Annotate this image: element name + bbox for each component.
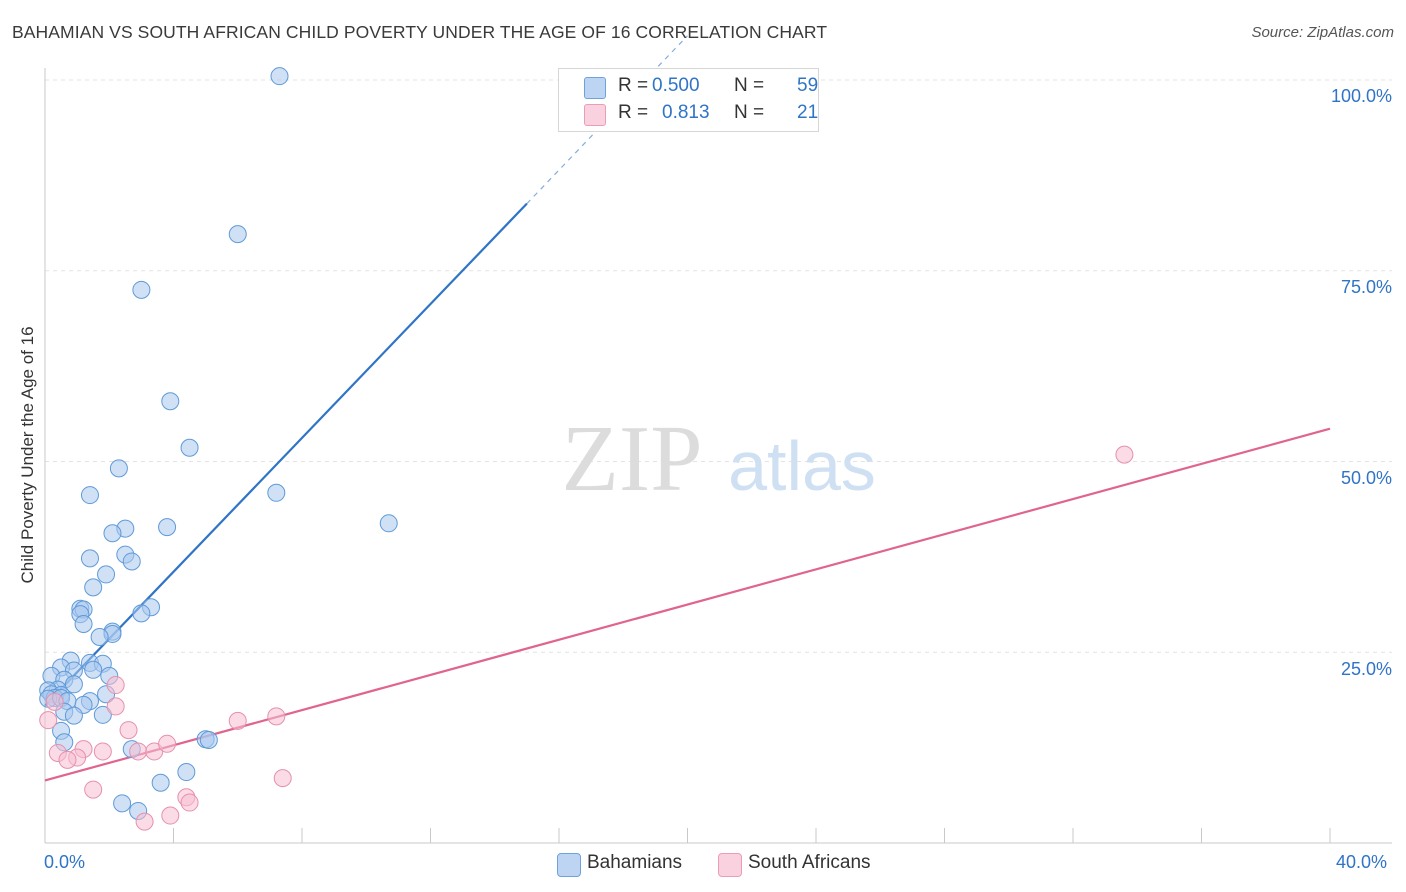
point-south-africans xyxy=(273,769,292,788)
point-bahamians xyxy=(80,549,99,568)
point-bahamians xyxy=(270,67,289,86)
y-tick-25: 25.0% xyxy=(1340,659,1392,679)
point-bahamians xyxy=(84,578,103,597)
point-bahamians xyxy=(97,565,116,584)
point-south-africans xyxy=(158,734,177,753)
point-bahamians xyxy=(64,675,83,694)
point-south-africans xyxy=(119,721,138,740)
chart-title: BAHAMIAN VS SOUTH AFRICAN CHILD POVERTY … xyxy=(12,22,828,42)
point-bahamians xyxy=(180,438,199,457)
stats-legend: R = 0.500 N = 59 R = 0.813 N = 21 xyxy=(558,68,819,132)
point-south-africans xyxy=(135,812,154,831)
point-bahamians xyxy=(161,392,180,411)
source-label: Source: ZipAtlas.com xyxy=(1251,24,1394,41)
point-bahamians xyxy=(132,280,151,299)
watermark-zip: ZIP xyxy=(562,407,703,511)
y-tick-100: 100.0% xyxy=(1330,86,1392,106)
point-south-africans xyxy=(129,742,148,761)
trend-lines xyxy=(44,35,1331,782)
trend-extension-bahamians xyxy=(526,35,688,205)
legend-r-value: 0.500 xyxy=(652,75,700,96)
point-bahamians xyxy=(80,486,99,505)
legend-r-label: R = xyxy=(618,102,649,123)
y-tick-75: 75.0% xyxy=(1340,277,1392,297)
point-south-africans xyxy=(106,676,125,695)
point-south-africans xyxy=(45,692,64,711)
point-bahamians xyxy=(122,552,141,571)
point-bahamians xyxy=(132,604,151,623)
watermark-atlas: atlas xyxy=(728,427,876,505)
point-south-africans xyxy=(93,742,112,761)
legend-swatch-south-africans xyxy=(584,104,606,126)
x-tick-40: 40.0% xyxy=(1336,852,1388,872)
legend-swatch-bahamians xyxy=(557,853,581,877)
legend-n-value: 21 xyxy=(797,102,819,123)
axes xyxy=(44,68,1392,844)
point-bahamians xyxy=(93,705,112,724)
legend-label-bahamians: Bahamians xyxy=(587,852,683,873)
point-south-africans xyxy=(180,793,199,812)
y-tick-50: 50.0% xyxy=(1340,468,1392,488)
point-bahamians xyxy=(177,763,196,782)
gridlines xyxy=(45,79,1392,653)
point-south-africans xyxy=(161,806,180,825)
legend-swatch-south-africans xyxy=(718,853,742,877)
watermark: ZIP atlas xyxy=(562,407,876,511)
point-south-africans xyxy=(106,697,125,716)
legend-n-label: N = xyxy=(734,102,765,123)
point-south-africans xyxy=(84,780,103,799)
trend-line-bahamians xyxy=(44,202,528,707)
legend-r-label: R = xyxy=(618,75,649,96)
point-south-africans xyxy=(228,711,247,730)
point-bahamians xyxy=(103,524,122,543)
point-south-africans xyxy=(39,711,58,730)
point-bahamians xyxy=(84,660,103,679)
point-south-africans xyxy=(267,707,286,726)
point-bahamians xyxy=(228,225,247,244)
point-bahamians xyxy=(199,730,218,749)
point-bahamians xyxy=(379,514,398,533)
point-bahamians xyxy=(151,773,170,792)
point-bahamians xyxy=(74,615,93,634)
point-bahamians xyxy=(113,794,132,813)
trend-line-south-africans xyxy=(44,427,1331,782)
point-bahamians xyxy=(64,706,83,725)
point-bahamians xyxy=(109,459,128,478)
point-bahamians xyxy=(90,627,109,646)
x-tick-0: 0.0% xyxy=(44,852,86,872)
data-points xyxy=(39,67,1134,831)
point-south-africans xyxy=(1115,445,1134,464)
point-bahamians xyxy=(267,483,286,502)
legend-label-south-africans: South Africans xyxy=(748,852,871,873)
legend-n-value: 59 xyxy=(797,75,819,96)
point-south-africans xyxy=(58,750,77,769)
legend-r-value: 0.813 xyxy=(662,102,710,123)
legend-swatch-bahamians xyxy=(584,77,606,99)
point-bahamians xyxy=(158,518,177,537)
legend-n-label: N = xyxy=(734,75,765,96)
